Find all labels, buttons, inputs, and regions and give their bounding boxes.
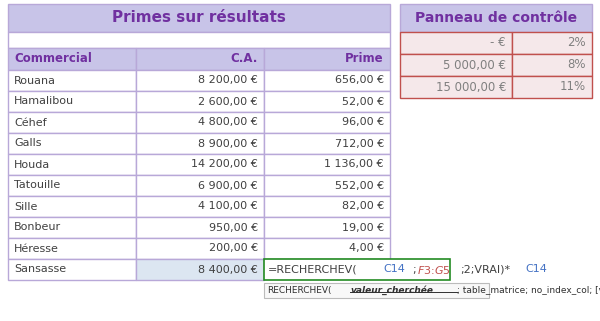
FancyBboxPatch shape bbox=[264, 283, 489, 298]
Text: 4 800,00 €: 4 800,00 € bbox=[198, 117, 258, 127]
Text: Héresse: Héresse bbox=[14, 244, 59, 254]
FancyBboxPatch shape bbox=[8, 32, 390, 48]
Text: Bonbeur: Bonbeur bbox=[14, 222, 61, 232]
Text: 14 200,00 €: 14 200,00 € bbox=[191, 160, 258, 169]
FancyBboxPatch shape bbox=[8, 154, 136, 175]
Text: 5 000,00 €: 5 000,00 € bbox=[443, 58, 506, 72]
Text: 8 900,00 €: 8 900,00 € bbox=[198, 138, 258, 149]
FancyBboxPatch shape bbox=[512, 32, 592, 54]
FancyBboxPatch shape bbox=[136, 217, 264, 238]
Text: 950,00 €: 950,00 € bbox=[209, 222, 258, 232]
FancyBboxPatch shape bbox=[264, 154, 390, 175]
FancyBboxPatch shape bbox=[136, 259, 264, 280]
Text: Prime: Prime bbox=[346, 53, 384, 65]
Text: 200,00 €: 200,00 € bbox=[209, 244, 258, 254]
Text: valeur_cherchée: valeur_cherchée bbox=[350, 286, 433, 295]
FancyBboxPatch shape bbox=[8, 175, 136, 196]
FancyBboxPatch shape bbox=[136, 238, 264, 259]
Text: 656,00 €: 656,00 € bbox=[335, 75, 384, 85]
Text: Galls: Galls bbox=[14, 138, 41, 149]
Text: Sille: Sille bbox=[14, 202, 37, 212]
Text: 2%: 2% bbox=[568, 37, 586, 49]
Text: 712,00 €: 712,00 € bbox=[335, 138, 384, 149]
Text: 1 136,00 €: 1 136,00 € bbox=[325, 160, 384, 169]
FancyBboxPatch shape bbox=[400, 54, 512, 76]
FancyBboxPatch shape bbox=[264, 259, 450, 280]
FancyBboxPatch shape bbox=[264, 91, 390, 112]
Text: Houda: Houda bbox=[14, 160, 50, 169]
Text: Panneau de contrôle: Panneau de contrôle bbox=[415, 11, 577, 25]
FancyBboxPatch shape bbox=[264, 48, 390, 70]
FancyBboxPatch shape bbox=[136, 133, 264, 154]
FancyBboxPatch shape bbox=[136, 112, 264, 133]
Text: C14: C14 bbox=[383, 265, 406, 274]
Text: 19,00 €: 19,00 € bbox=[342, 222, 384, 232]
FancyBboxPatch shape bbox=[400, 32, 512, 54]
FancyBboxPatch shape bbox=[400, 4, 592, 32]
Text: 52,00 €: 52,00 € bbox=[342, 97, 384, 107]
Text: RECHERCHEV(: RECHERCHEV( bbox=[267, 286, 331, 295]
FancyBboxPatch shape bbox=[136, 154, 264, 175]
FancyBboxPatch shape bbox=[264, 112, 390, 133]
Text: Hamalibou: Hamalibou bbox=[14, 97, 74, 107]
Text: 82,00 €: 82,00 € bbox=[342, 202, 384, 212]
FancyBboxPatch shape bbox=[8, 259, 136, 280]
Text: 8%: 8% bbox=[568, 58, 586, 72]
FancyBboxPatch shape bbox=[136, 70, 264, 91]
Text: 6 900,00 €: 6 900,00 € bbox=[199, 180, 258, 190]
Text: 552,00 €: 552,00 € bbox=[335, 180, 384, 190]
Text: Céhef: Céhef bbox=[14, 117, 47, 127]
Text: Primes sur résultats: Primes sur résultats bbox=[112, 11, 286, 25]
FancyBboxPatch shape bbox=[264, 133, 390, 154]
FancyBboxPatch shape bbox=[8, 48, 136, 70]
Text: Commercial: Commercial bbox=[14, 53, 92, 65]
FancyBboxPatch shape bbox=[8, 217, 136, 238]
Text: Sansasse: Sansasse bbox=[14, 265, 66, 274]
Text: 15 000,00 €: 15 000,00 € bbox=[436, 81, 506, 93]
Text: 11%: 11% bbox=[560, 81, 586, 93]
Text: Rouana: Rouana bbox=[14, 75, 56, 85]
FancyBboxPatch shape bbox=[8, 91, 136, 112]
FancyBboxPatch shape bbox=[264, 238, 390, 259]
Text: - €: - € bbox=[490, 37, 506, 49]
Text: ;: ; bbox=[412, 265, 415, 274]
Text: C14: C14 bbox=[525, 265, 547, 274]
FancyBboxPatch shape bbox=[512, 76, 592, 98]
Text: 4 100,00 €: 4 100,00 € bbox=[199, 202, 258, 212]
FancyBboxPatch shape bbox=[8, 70, 136, 91]
Text: $F$3:$G$5: $F$3:$G$5 bbox=[416, 264, 451, 275]
Text: ; table_matrice; no_index_col; [valeur_proche]): ; table_matrice; no_index_col; [valeur_p… bbox=[457, 286, 600, 295]
FancyBboxPatch shape bbox=[8, 4, 390, 32]
Text: 2 600,00 €: 2 600,00 € bbox=[199, 97, 258, 107]
Text: =RECHERCHEV(: =RECHERCHEV( bbox=[268, 265, 358, 274]
Text: C.A.: C.A. bbox=[230, 53, 258, 65]
FancyBboxPatch shape bbox=[136, 48, 264, 70]
FancyBboxPatch shape bbox=[400, 76, 512, 98]
FancyBboxPatch shape bbox=[264, 217, 390, 238]
Text: ;2;VRAI)*: ;2;VRAI)* bbox=[460, 265, 511, 274]
Text: 8 400,00 €: 8 400,00 € bbox=[198, 265, 258, 274]
Text: 4,00 €: 4,00 € bbox=[349, 244, 384, 254]
FancyBboxPatch shape bbox=[264, 196, 390, 217]
FancyBboxPatch shape bbox=[264, 175, 390, 196]
FancyBboxPatch shape bbox=[8, 196, 136, 217]
FancyBboxPatch shape bbox=[8, 133, 136, 154]
Text: 96,00 €: 96,00 € bbox=[342, 117, 384, 127]
FancyBboxPatch shape bbox=[136, 196, 264, 217]
FancyBboxPatch shape bbox=[512, 54, 592, 76]
FancyBboxPatch shape bbox=[264, 70, 390, 91]
Text: Tatouille: Tatouille bbox=[14, 180, 60, 190]
FancyBboxPatch shape bbox=[8, 238, 136, 259]
Text: 8 200,00 €: 8 200,00 € bbox=[198, 75, 258, 85]
FancyBboxPatch shape bbox=[136, 91, 264, 112]
FancyBboxPatch shape bbox=[8, 112, 136, 133]
FancyBboxPatch shape bbox=[136, 175, 264, 196]
